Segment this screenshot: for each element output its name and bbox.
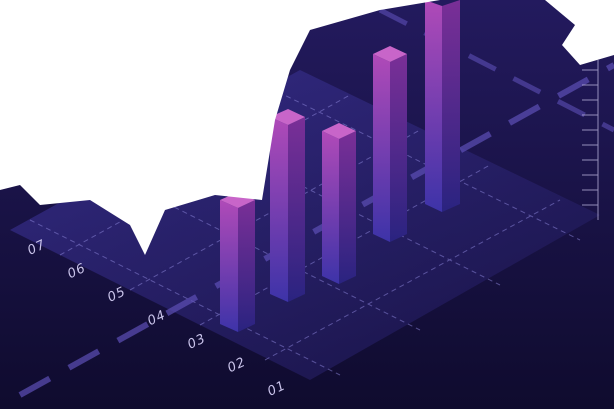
axis-label: 07 <box>25 237 48 258</box>
axis-label: 02 <box>225 355 248 376</box>
bar <box>373 46 407 242</box>
trend-line <box>18 62 614 398</box>
trend-line <box>378 7 614 133</box>
bar <box>270 109 305 302</box>
axis-label: 04 <box>145 308 168 329</box>
axis-label: 06 <box>65 261 88 282</box>
torn-paper <box>0 0 440 255</box>
bar <box>322 123 356 284</box>
axis-label: 05 <box>105 284 128 305</box>
bar <box>220 192 255 332</box>
axis-label: 01 <box>265 378 288 399</box>
axis-labels: 07 06 05 04 03 02 01 <box>25 237 288 399</box>
torn-paper <box>545 0 614 65</box>
scale <box>582 60 599 220</box>
bar <box>425 0 460 212</box>
axis-label: 03 <box>185 331 208 352</box>
bars <box>220 0 460 332</box>
